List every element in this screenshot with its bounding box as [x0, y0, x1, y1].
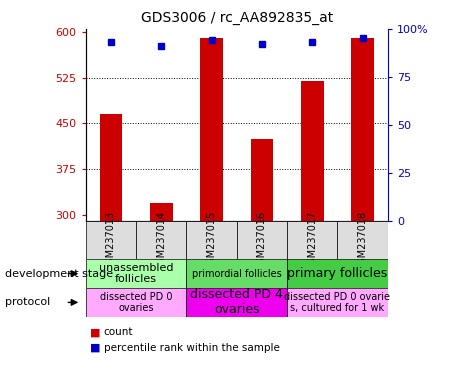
- Bar: [186, 221, 237, 259]
- Bar: [136, 221, 186, 259]
- Text: development stage: development stage: [5, 268, 113, 279]
- Bar: [100, 114, 122, 221]
- Bar: [287, 259, 388, 288]
- Bar: [150, 202, 173, 221]
- Bar: [186, 259, 287, 288]
- Text: percentile rank within the sample: percentile rank within the sample: [104, 343, 280, 353]
- Text: GSM237013: GSM237013: [106, 210, 116, 270]
- Text: ■: ■: [90, 327, 101, 337]
- Title: GDS3006 / rc_AA892835_at: GDS3006 / rc_AA892835_at: [141, 11, 333, 25]
- Text: GSM237018: GSM237018: [358, 210, 368, 270]
- Bar: [200, 38, 223, 221]
- Text: GSM237016: GSM237016: [257, 210, 267, 270]
- Bar: [237, 221, 287, 259]
- Text: count: count: [104, 327, 133, 337]
- Text: dissected PD 0 ovarie
s, cultured for 1 wk: dissected PD 0 ovarie s, cultured for 1 …: [285, 291, 391, 313]
- Bar: [351, 38, 374, 221]
- Text: GSM237014: GSM237014: [156, 210, 166, 270]
- Bar: [251, 139, 273, 221]
- Bar: [186, 288, 287, 317]
- Bar: [86, 221, 136, 259]
- Bar: [287, 221, 337, 259]
- Text: unassembled
follicles: unassembled follicles: [99, 263, 173, 285]
- Text: GSM237015: GSM237015: [207, 210, 216, 270]
- Text: dissected PD 4
ovaries: dissected PD 4 ovaries: [190, 288, 283, 316]
- Text: primary follicles: primary follicles: [287, 267, 387, 280]
- Bar: [301, 81, 324, 221]
- Text: dissected PD 0
ovaries: dissected PD 0 ovaries: [100, 291, 172, 313]
- Text: ■: ■: [90, 343, 101, 353]
- Text: protocol: protocol: [5, 297, 50, 308]
- Text: primordial follicles: primordial follicles: [192, 268, 282, 279]
- Text: GSM237017: GSM237017: [307, 210, 318, 270]
- Bar: [86, 288, 186, 317]
- Bar: [287, 288, 388, 317]
- Bar: [86, 259, 186, 288]
- Bar: [337, 221, 388, 259]
